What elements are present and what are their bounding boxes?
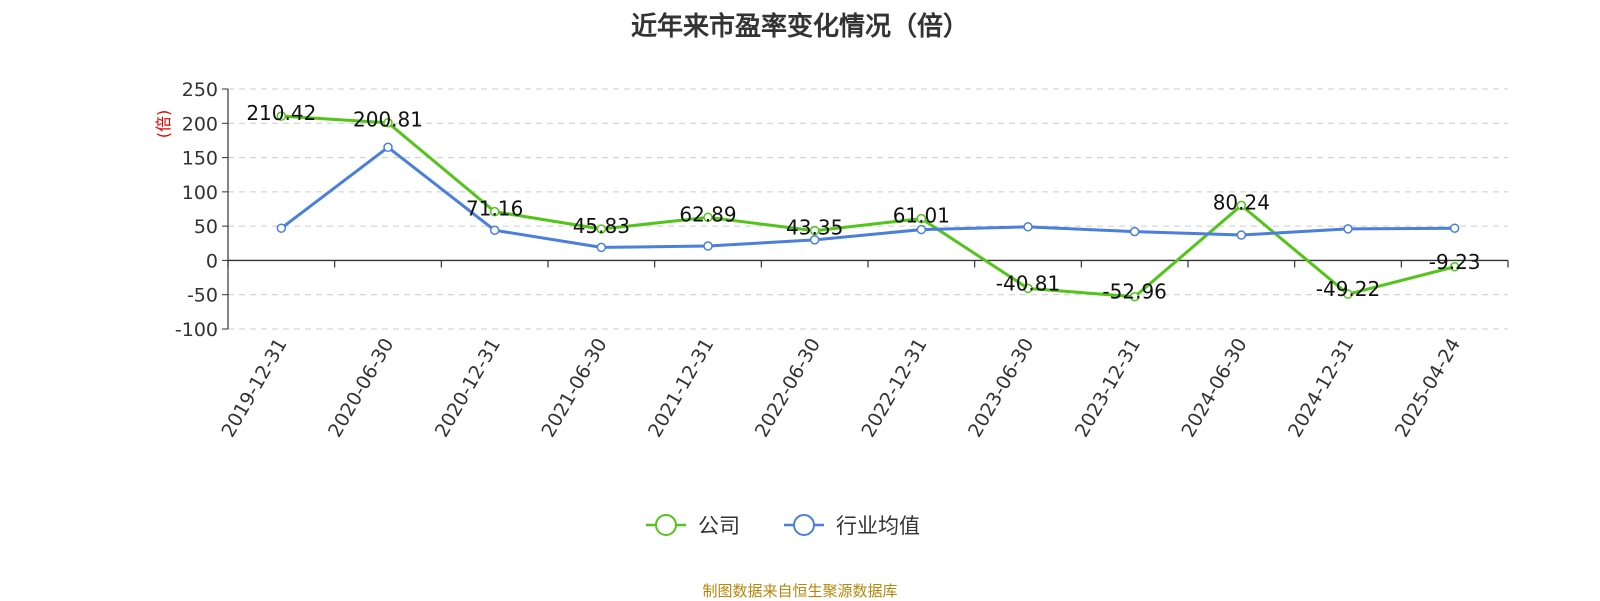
data-label: -52.96	[1102, 280, 1166, 304]
data-point[interactable]	[1023, 283, 1033, 294]
data-point[interactable]	[1343, 289, 1353, 299]
legend-marker	[793, 514, 815, 536]
x-tick-label: 2024-12-31	[1284, 335, 1358, 442]
x-tick-label: 2020-12-31	[431, 334, 505, 441]
data-point[interactable]	[916, 224, 927, 235]
x-tick-label: 2025-04-24	[1391, 335, 1465, 442]
x-tick-label: 2020-06-30	[324, 335, 398, 442]
y-axis-unit-label: (倍)	[154, 110, 173, 139]
data-point[interactable]	[383, 117, 393, 128]
data-point[interactable]	[809, 225, 820, 236]
data-label: 43.35	[786, 216, 843, 240]
data-point[interactable]	[1343, 224, 1353, 234]
data-point[interactable]	[489, 225, 500, 236]
y-tick-label: 200	[182, 113, 218, 135]
x-tick-label: 2024-06-30	[1177, 335, 1251, 442]
data-point[interactable]	[1023, 222, 1033, 232]
data-point[interactable]	[1129, 226, 1140, 237]
data-point[interactable]	[596, 224, 607, 234]
legend-item-company[interactable]: 公司	[646, 514, 740, 538]
y-tick-label: -100	[175, 319, 218, 341]
data-point[interactable]	[383, 142, 393, 153]
chart-title: 近年来市盈率变化情况（倍）	[630, 12, 969, 42]
data-label: 62.89	[679, 202, 736, 226]
x-tick-label: 2021-06-30	[537, 335, 611, 442]
y-tick-label: 150	[182, 148, 218, 170]
data-point[interactable]	[703, 212, 713, 223]
x-tick-label: 2021-12-31	[644, 335, 718, 442]
data-label: 210.42	[246, 101, 316, 125]
data-label: 80.24	[1213, 190, 1270, 214]
data-point[interactable]	[1449, 262, 1460, 272]
y-tick-label: -50	[187, 285, 218, 307]
data-point[interactable]	[276, 111, 287, 121]
series-line-company	[281, 114, 1456, 299]
legend-marker	[655, 514, 677, 536]
data-point[interactable]	[916, 213, 927, 224]
data-label: -9.23	[1429, 250, 1481, 274]
data-point[interactable]	[1236, 200, 1247, 211]
y-tick-label: 100	[182, 182, 218, 204]
data-source-note: 制图数据来自恒生聚源数据库	[702, 582, 898, 600]
data-label: 45.83	[573, 214, 630, 238]
data-point[interactable]	[1236, 230, 1247, 240]
data-point[interactable]	[1129, 291, 1140, 302]
x-tick-label: 2022-06-30	[751, 335, 825, 442]
data-point[interactable]	[1449, 223, 1460, 233]
series-lines	[276, 111, 1460, 302]
data-labels: 210.42 200.81 71.16 45.83 62.89 43.35 61.01 -40…	[246, 101, 1480, 304]
data-label: -40.81	[996, 271, 1060, 295]
y-tick-label: 0	[206, 250, 218, 272]
data-label: 71.16	[466, 197, 523, 221]
y-tick-label: 50	[194, 216, 218, 238]
legend-item-industry-avg[interactable]: 行业均值	[784, 514, 920, 538]
x-tick-label: 2019-12-31	[217, 335, 291, 442]
series-line-industry-avg	[280, 145, 1455, 249]
y-tick-label: 250	[182, 79, 218, 101]
legend-label: 公司	[698, 514, 740, 538]
x-tick-label: 2023-12-31	[1071, 335, 1145, 442]
data-point[interactable]	[596, 242, 607, 253]
legend[interactable]: 公司 行业均值	[646, 514, 920, 538]
data-point[interactable]	[276, 223, 287, 233]
data-label: 200.81	[353, 108, 423, 132]
data-label: 61.01	[893, 204, 950, 228]
data-point[interactable]	[489, 206, 500, 217]
x-tick-label: 2023-06-30	[964, 335, 1038, 442]
legend-label: 行业均值	[836, 514, 920, 538]
data-point[interactable]	[809, 235, 820, 245]
data-label: -49.22	[1316, 277, 1380, 301]
x-tick-label: 2022-12-31	[857, 334, 931, 441]
data-point[interactable]	[703, 241, 713, 251]
